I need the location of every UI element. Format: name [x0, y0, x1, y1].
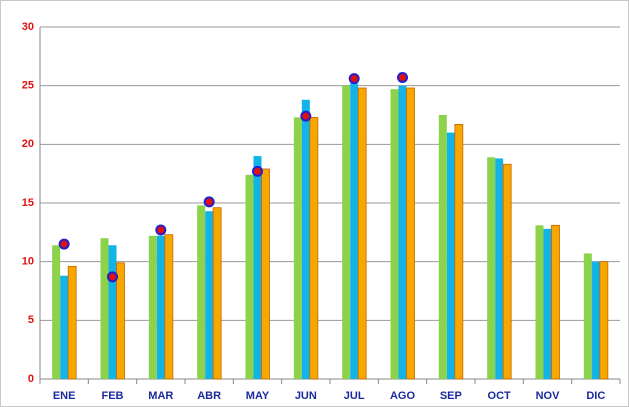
- dot-marker: [348, 73, 360, 85]
- bar: [438, 115, 447, 379]
- x-tick-label: FEB: [102, 390, 124, 402]
- x-tick-label: OCT: [488, 390, 512, 402]
- dot-marker: [107, 271, 118, 283]
- x-tick-label: JUL: [344, 390, 365, 402]
- dot-marker: [300, 110, 312, 122]
- bar: [261, 168, 270, 380]
- x-tick-label: NOV: [536, 390, 561, 402]
- bar: [454, 123, 464, 380]
- bar: [535, 225, 544, 379]
- dot-marker: [155, 224, 167, 236]
- bar: [116, 262, 125, 380]
- x-tick-label: ENE: [53, 390, 76, 402]
- bar: [495, 158, 504, 379]
- bar: [599, 261, 609, 380]
- x-tick-label: MAR: [148, 390, 173, 402]
- bar: [350, 83, 359, 379]
- bar: [390, 89, 399, 379]
- bar: [591, 261, 600, 379]
- y-tick-label: 10: [22, 256, 34, 268]
- bar: [60, 275, 69, 379]
- x-tick-label: MAY: [246, 390, 270, 402]
- dot-marker: [252, 165, 263, 177]
- bar: [406, 87, 415, 380]
- bar: [342, 85, 351, 380]
- y-tick-label: 30: [22, 21, 34, 33]
- bar: [164, 234, 174, 380]
- y-tick-label: 25: [22, 80, 34, 92]
- bar: [148, 235, 157, 379]
- bar: [253, 156, 262, 379]
- y-tick-label: 5: [28, 314, 34, 326]
- bar: [67, 265, 77, 380]
- y-tick-label: 0: [28, 373, 34, 385]
- y-tick-label: 20: [22, 138, 34, 150]
- bar: [52, 245, 61, 379]
- bar: [108, 245, 117, 379]
- bar: [197, 205, 206, 379]
- dot-marker: [203, 196, 215, 208]
- bar: [446, 132, 455, 379]
- x-tick-label: ABR: [197, 390, 221, 402]
- bar: [398, 85, 407, 380]
- bar: [205, 211, 214, 379]
- x-tick-label: SEP: [440, 390, 462, 402]
- bar: [212, 207, 222, 380]
- bar: [543, 228, 552, 379]
- bar: [309, 116, 319, 380]
- y-tick-label: 15: [22, 197, 34, 209]
- x-tick-label: AGO: [390, 390, 416, 402]
- bar: [293, 117, 302, 379]
- dot-marker: [397, 71, 408, 83]
- bar: [100, 238, 109, 379]
- dot-marker: [58, 238, 70, 250]
- bar: [357, 87, 367, 380]
- bar: [502, 163, 512, 380]
- bar: [156, 235, 165, 379]
- x-tick-label: JUN: [295, 390, 317, 402]
- bar: [245, 174, 254, 379]
- bar: [301, 99, 310, 379]
- bar: [487, 157, 496, 379]
- bar: [583, 253, 592, 379]
- x-tick-label: DIC: [586, 390, 605, 402]
- bar: [551, 224, 560, 380]
